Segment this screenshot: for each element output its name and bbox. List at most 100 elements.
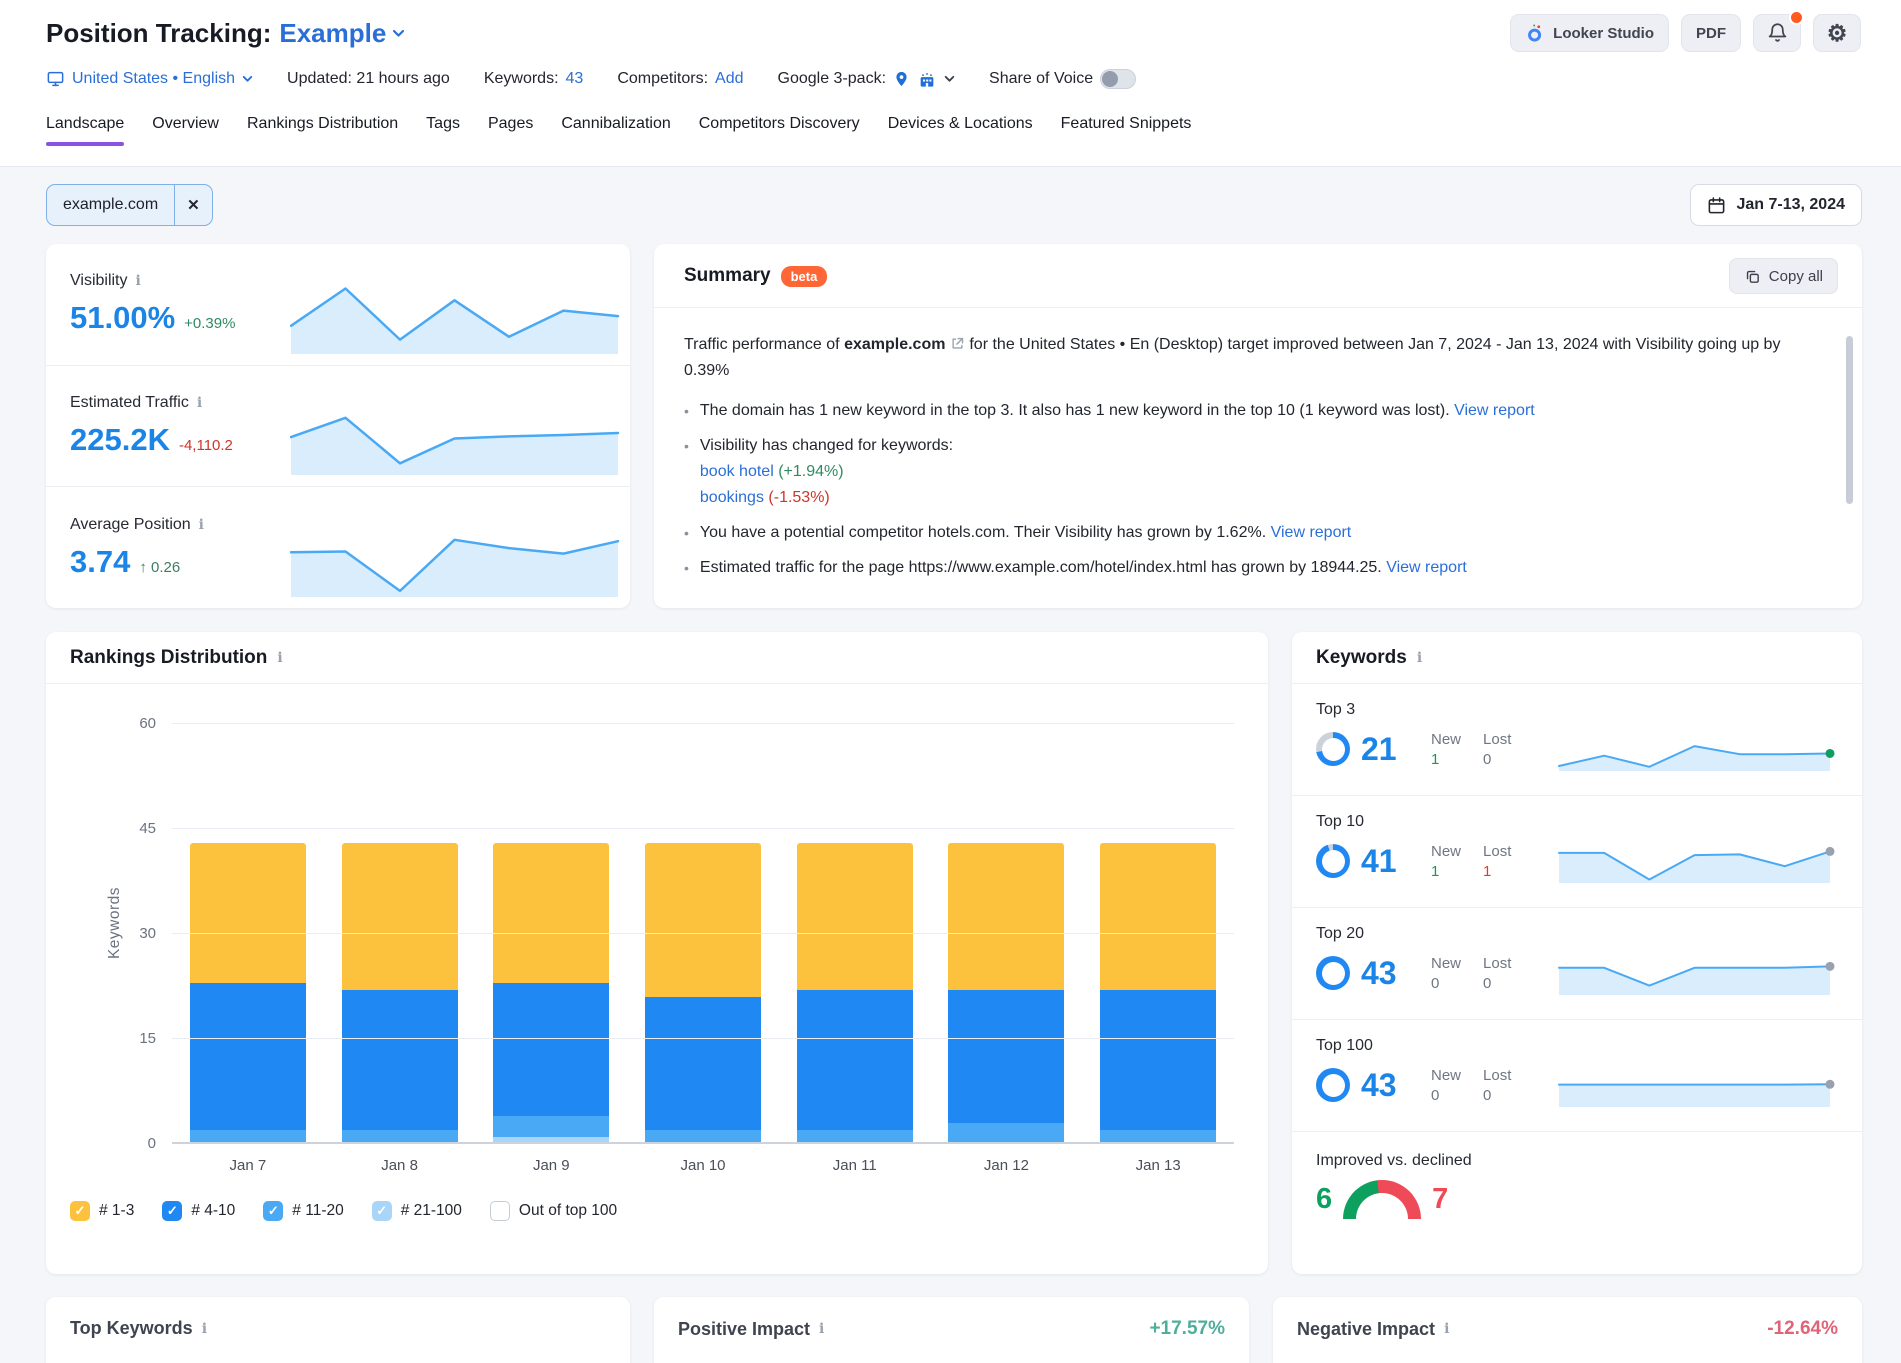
tab-competitors-discovery[interactable]: Competitors Discovery (698, 115, 860, 132)
tab-tags[interactable]: Tags (426, 115, 460, 132)
top-10-sparkline (1558, 838, 1838, 884)
info-icon[interactable]: i (277, 650, 283, 666)
top-100-donut (1316, 1068, 1350, 1102)
bar-segment (341, 1130, 458, 1144)
estimated-traffic-value: 225.2K (70, 422, 170, 457)
close-icon[interactable]: ✕ (187, 197, 200, 214)
unchecked-checkbox-icon[interactable] (489, 1201, 510, 1221)
project-selector[interactable]: Example (279, 18, 405, 49)
domain-chip-label: example.com (47, 185, 176, 225)
section-tabs: Landscape Overview Rankings Distribution… (0, 115, 1901, 146)
summary-domain: example.com (844, 336, 946, 353)
info-icon[interactable]: i (201, 1320, 208, 1337)
topbar: Position Tracking: Example Looker Studio… (0, 0, 1901, 167)
domain-filter-chip[interactable]: example.com ✕ (46, 184, 213, 226)
top-keywords-card: Top Keywords i (46, 1297, 630, 1363)
checked-checkbox-icon[interactable]: ✓ (70, 1201, 90, 1221)
view-report-link[interactable]: View report (1270, 524, 1352, 541)
info-icon[interactable]: i (1416, 650, 1423, 666)
keywords-title: Keywords (1316, 647, 1407, 668)
bell-icon (1768, 23, 1786, 42)
gridline (172, 933, 1234, 934)
pdf-button[interactable]: PDF (1681, 14, 1741, 52)
positive-impact-title: Positive Impact (678, 1318, 811, 1339)
keyword-link[interactable]: book hotel (699, 463, 774, 480)
tab-pages[interactable]: Pages (487, 115, 534, 132)
calendar-icon (1709, 196, 1725, 213)
checked-checkbox-icon[interactable]: ✓ (371, 1201, 392, 1221)
legend-checkbox--1-3[interactable]: ✓ # 1-3 (70, 1201, 134, 1221)
bar-segment (341, 843, 458, 990)
tab-cannibalization[interactable]: Cannibalization (561, 115, 671, 132)
copy-all-button[interactable]: Copy all (1728, 258, 1838, 294)
checked-checkbox-icon[interactable]: ✓ (162, 1201, 183, 1221)
bar-segment (948, 990, 1065, 1123)
legend-checkbox--21-100[interactable]: ✓ # 21-100 (371, 1201, 462, 1221)
competitors-add-link[interactable]: Add (715, 70, 744, 87)
date-range-picker[interactable]: Jan 7-13, 2024 (1690, 184, 1862, 226)
view-report-link[interactable]: View report (1454, 402, 1535, 419)
declined-count: 7 (1432, 1183, 1449, 1215)
external-link-icon[interactable] (950, 336, 965, 351)
top-100-new-value: 0 (1431, 1086, 1440, 1104)
keywords-card: Keywords i Top 3 21 New 1 Lost 0 Top 10 (1292, 632, 1862, 1274)
bar-segment (796, 843, 913, 990)
keyword-delta: (-1.53%) (768, 489, 830, 506)
info-icon[interactable]: i (135, 273, 141, 290)
notifications-button[interactable] (1753, 10, 1804, 52)
x-tick-label: Jan 13 (1135, 1157, 1181, 1174)
top-10-donut (1316, 844, 1350, 878)
stacked-bar (1100, 843, 1217, 1144)
improved-vs-declined-label: Improved vs. declined (1316, 1152, 1472, 1169)
settings-button[interactable]: ⚙ (1813, 14, 1861, 52)
bullet-dot: • (684, 525, 689, 541)
page-title: Position Tracking: Example (46, 18, 405, 49)
tab-landscape[interactable]: Landscape (46, 115, 125, 146)
summary-bullet: • Visibility has changed for keywords: b… (684, 433, 1792, 511)
legend-label: # 21-100 (400, 1202, 462, 1219)
info-icon[interactable]: i (1444, 1321, 1450, 1337)
top-20-sparkline (1558, 950, 1838, 996)
legend-checkbox-out-of-top-100[interactable]: Out of top 100 (489, 1201, 617, 1221)
bar-column (931, 843, 1083, 1144)
summary-scrollbar[interactable] (1846, 336, 1853, 504)
share-of-voice-toggle[interactable] (1100, 69, 1137, 89)
top-3-donut (1316, 732, 1350, 766)
top-10-lost-value: 1 (1483, 862, 1492, 880)
legend-label: # 11-20 (292, 1202, 344, 1219)
location-language-selector[interactable]: United States • English (46, 70, 253, 88)
bar-segment (189, 1130, 306, 1144)
keywords-count-link[interactable]: 43 (565, 70, 584, 87)
tab-overview[interactable]: Overview (152, 115, 219, 132)
gridline (172, 1038, 1234, 1039)
tab-devices-locations[interactable]: Devices & Locations (887, 115, 1033, 132)
gridline (172, 1142, 1234, 1144)
summary-bullet: • Estimated traffic for the page https:/… (684, 555, 1792, 581)
looker-studio-button[interactable]: Looker Studio (1510, 14, 1669, 52)
bullet-dot: • (684, 403, 689, 419)
view-report-link[interactable]: View report (1386, 559, 1467, 576)
negative-impact-title: Negative Impact (1297, 1318, 1436, 1339)
google-3pack-selector[interactable]: Google 3-pack: (778, 69, 956, 89)
top-100-sparkline (1558, 1062, 1838, 1108)
info-icon[interactable]: i (198, 516, 204, 533)
top-100-row: Top 100 43 New 0 Lost 0 (1292, 1020, 1862, 1132)
bars-area (172, 843, 1234, 1144)
top-20-row: Top 20 43 New 0 Lost 0 (1292, 908, 1862, 1020)
chart-legend: ✓ # 1-3 ✓ # 4-10 ✓ # 11-20 ✓ # 21-100 Out of top… (70, 1201, 1268, 1221)
legend-checkbox--11-20[interactable]: ✓ # 11-20 (263, 1201, 344, 1221)
checked-checkbox-icon[interactable]: ✓ (263, 1201, 284, 1221)
average-position-delta: ↑ 0.26 (139, 558, 181, 576)
tab-featured-snippets[interactable]: Featured Snippets (1060, 115, 1192, 132)
keyword-delta: (+1.94%) (778, 463, 844, 480)
average-position-metric: Average Position i 3.74 ↑ 0.26 (46, 487, 630, 608)
monitor-icon (47, 71, 64, 87)
info-icon[interactable]: i (819, 1321, 825, 1337)
keyword-link[interactable]: bookings (699, 489, 764, 506)
main-content: example.com ✕ Jan 7-13, 2024 Visibility i… (0, 167, 1901, 1363)
legend-checkbox--4-10[interactable]: ✓ # 4-10 (162, 1201, 235, 1221)
tab-rankings-distribution[interactable]: Rankings Distribution (246, 115, 399, 132)
top-100-label: Top 100 (1316, 1037, 1373, 1054)
info-icon[interactable]: i (196, 395, 203, 411)
x-tick-label: Jan 12 (983, 1157, 1029, 1174)
